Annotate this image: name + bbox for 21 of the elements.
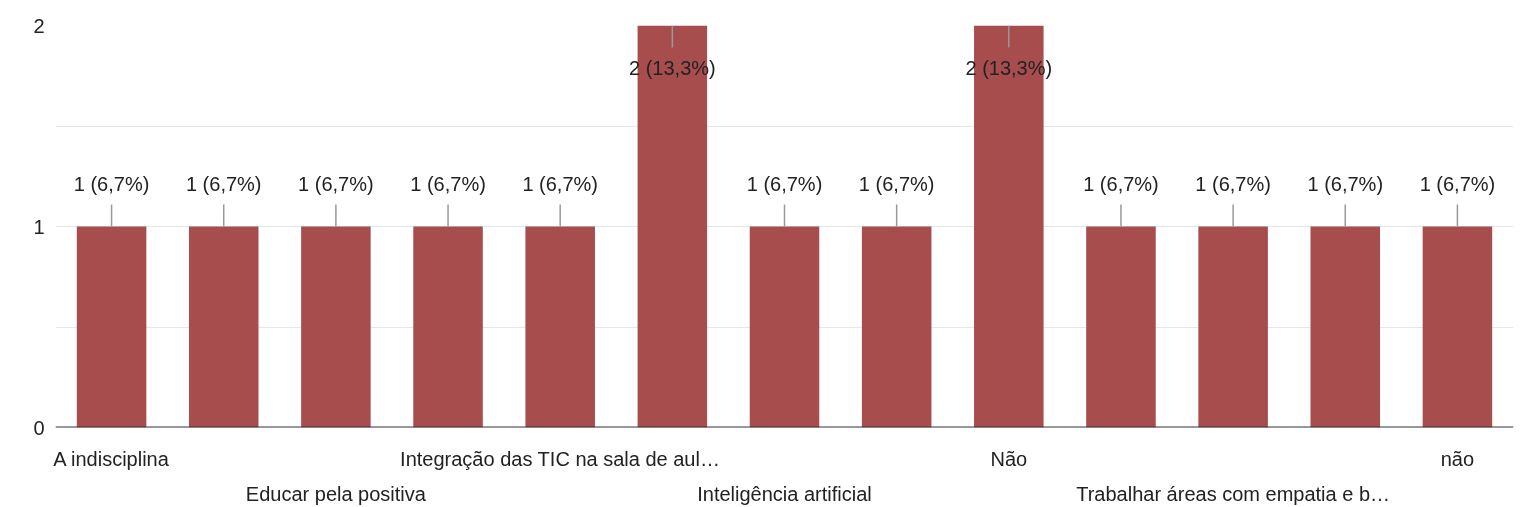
data-label: 1 (6,7%) bbox=[298, 173, 374, 196]
data-label: 1 (6,7%) bbox=[522, 173, 598, 196]
x-tick-label: Inteligência artificial bbox=[697, 482, 872, 505]
x-tick-label: não bbox=[1440, 447, 1475, 470]
y-tick-label: 1 bbox=[33, 215, 45, 238]
data-label: 1 (6,7%) bbox=[185, 173, 262, 196]
data-label: 1 (6,7%) bbox=[746, 173, 823, 196]
y-tick-label: 0 bbox=[33, 416, 45, 439]
x-tick-label: Trabalhar áreas com empatia e b… bbox=[1076, 482, 1391, 505]
data-label: 1 (6,7%) bbox=[410, 173, 486, 196]
data-label: 1 (6,7%) bbox=[1419, 173, 1496, 196]
x-tick-label: Não bbox=[990, 447, 1028, 470]
data-label: 1 (6,7%) bbox=[1307, 173, 1384, 196]
x-tick-label: Integração das TIC na sala de aul… bbox=[400, 447, 720, 470]
x-tick-label: A indisciplina bbox=[53, 447, 170, 470]
data-label: 1 (6,7%) bbox=[73, 173, 150, 196]
data-label: 1 (6,7%) bbox=[858, 173, 935, 196]
data-label: 1 (6,7%) bbox=[1195, 173, 1271, 196]
x-tick-label: Educar pela positiva bbox=[245, 482, 427, 505]
y-tick-label: 2 bbox=[33, 14, 45, 37]
data-label: 1 (6,7%) bbox=[1083, 173, 1159, 196]
